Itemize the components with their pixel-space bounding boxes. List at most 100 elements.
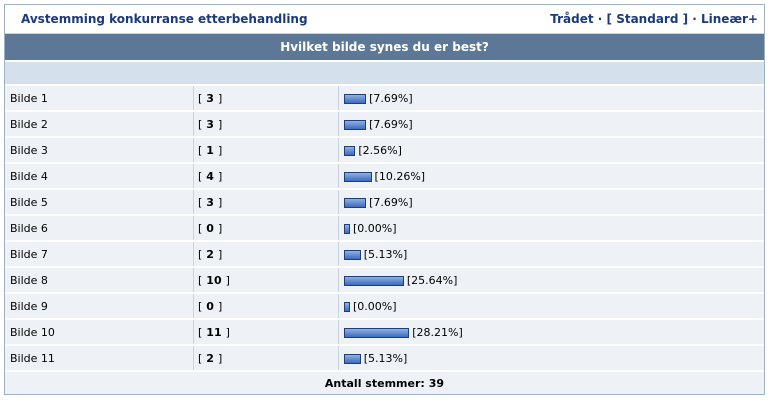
result-row: Bilde 1 [3] [7.69%]	[5, 86, 764, 112]
bracket: [	[198, 195, 203, 209]
nav-separator: ] ·	[678, 12, 701, 26]
result-row: Bilde 2 [3] [7.69%]	[5, 111, 764, 138]
option-cell: Bilde 4	[5, 163, 194, 190]
bracket: ]	[217, 169, 223, 183]
percent-cell: [7.69%]	[338, 189, 764, 216]
option-cell: Bilde 9	[5, 293, 194, 320]
percent-label: [0.00%]	[353, 299, 397, 313]
bracket: [	[198, 351, 203, 365]
option-name: Bilde 4	[10, 169, 48, 183]
bracket: ]	[225, 273, 230, 287]
votes-cell: [0]	[193, 215, 339, 242]
result-row: Bilde 10 [11] [28.21%]	[5, 319, 764, 346]
bracket: [	[198, 117, 203, 131]
votes-cell: [10]	[193, 267, 339, 294]
percent-label: [5.13%]	[363, 351, 408, 365]
result-row: Bilde 9 [0] [0.00%]	[5, 293, 764, 320]
vote-count: 1	[206, 143, 214, 157]
percent-bar	[344, 353, 361, 364]
percent-cell: [7.69%]	[338, 86, 764, 112]
percent-label: [28.21%]	[412, 325, 463, 339]
total-value: 39	[428, 376, 445, 390]
votes-cell: [3]	[193, 86, 339, 112]
votes-cell: [3]	[193, 111, 339, 138]
percent-label: [0.00%]	[353, 221, 397, 235]
vote-count: 0	[206, 221, 214, 235]
percent-cell: [0.00%]	[338, 293, 764, 320]
percent-cell: [7.69%]	[338, 111, 764, 138]
percent-label: [7.69%]	[369, 117, 413, 131]
nav-link[interactable]: Trådet	[550, 12, 594, 26]
option-name: Bilde 11	[10, 351, 55, 365]
poll-title[interactable]: Avstemming konkurranse etterbehandling	[21, 12, 308, 26]
percent-bar	[344, 301, 350, 312]
percent-label: [2.56%]	[358, 143, 402, 157]
vote-count: 3	[206, 195, 214, 209]
bracket: [	[198, 143, 203, 157]
option-cell: Bilde 3	[5, 137, 194, 164]
percent-cell: [28.21%]	[338, 319, 764, 346]
result-row: Bilde 7 [2] [5.13%]	[5, 241, 764, 268]
nav: Trådet · [ Standard ] · Lineær+	[550, 12, 758, 26]
vote-count: 0	[206, 299, 214, 313]
nav-link[interactable]: Lineær+	[701, 12, 758, 26]
percent-label: [25.64%]	[406, 273, 458, 287]
percent-cell: [10.26%]	[338, 163, 764, 190]
bracket: [	[198, 221, 203, 235]
option-cell: Bilde 1	[5, 86, 194, 112]
votes-cell: [11]	[193, 319, 339, 346]
percent-bar	[344, 171, 372, 182]
result-row: Bilde 4 [4] [10.26%]	[5, 163, 764, 190]
votes-cell: [2]	[193, 241, 339, 268]
percent-bar	[344, 275, 404, 286]
bracket: [	[198, 91, 203, 105]
votes-cell: [0]	[193, 293, 339, 320]
poll-question: Hvilket bilde synes du er best?	[5, 34, 764, 62]
result-row: Bilde 3 [1] [2.56%]	[5, 137, 764, 164]
percent-bar	[344, 327, 410, 338]
percent-bar	[344, 223, 350, 234]
vote-count: 2	[206, 351, 214, 365]
option-name: Bilde 1	[10, 91, 48, 105]
percent-bar	[344, 119, 367, 130]
option-name: Bilde 6	[10, 221, 48, 235]
percent-label: [10.26%]	[374, 169, 426, 183]
option-name: Bilde 10	[10, 325, 55, 339]
percent-bar	[344, 145, 356, 156]
poll-header: Avstemming konkurranse etterbehandling T…	[5, 5, 764, 34]
option-name: Bilde 2	[10, 117, 48, 131]
bracket: [	[198, 169, 203, 183]
poll-panel: Avstemming konkurranse etterbehandling T…	[4, 4, 765, 395]
result-row: Bilde 11 [2] [5.13%]	[5, 345, 764, 372]
option-cell: Bilde 5	[5, 189, 194, 216]
result-row: Bilde 6 [0] [0.00%]	[5, 215, 764, 242]
bracket: ]	[217, 91, 223, 105]
nav-link[interactable]: Standard	[616, 12, 679, 26]
bracket: ]	[225, 325, 230, 339]
option-name: Bilde 3	[10, 143, 48, 157]
percent-bar	[344, 249, 361, 260]
bracket: ]	[217, 143, 223, 157]
percent-cell: [0.00%]	[338, 215, 764, 242]
vote-count: 3	[206, 117, 214, 131]
percent-bar	[344, 197, 367, 208]
bracket: ]	[217, 221, 223, 235]
bracket: [	[198, 299, 203, 313]
votes-cell: [2]	[193, 345, 339, 372]
option-cell: Bilde 7	[5, 241, 194, 268]
option-name: Bilde 8	[10, 273, 48, 287]
bracket: ]	[217, 117, 223, 131]
percent-cell: [5.13%]	[338, 241, 764, 268]
option-name: Bilde 5	[10, 195, 48, 209]
results-table: Bilde 1[3] [7.69%] Bilde 2[3] [7.69%] Bilde …	[5, 86, 764, 372]
option-cell: Bilde 10	[5, 319, 194, 346]
percent-cell: [2.56%]	[338, 137, 764, 164]
bracket: [	[198, 247, 203, 261]
votes-cell: [4]	[193, 163, 339, 190]
bracket: [	[198, 273, 203, 287]
votes-cell: [1]	[193, 137, 339, 164]
vote-count: 2	[206, 247, 214, 261]
bracket: ]	[217, 247, 223, 261]
bracket: ]	[217, 351, 223, 365]
option-cell: Bilde 8	[5, 267, 194, 294]
